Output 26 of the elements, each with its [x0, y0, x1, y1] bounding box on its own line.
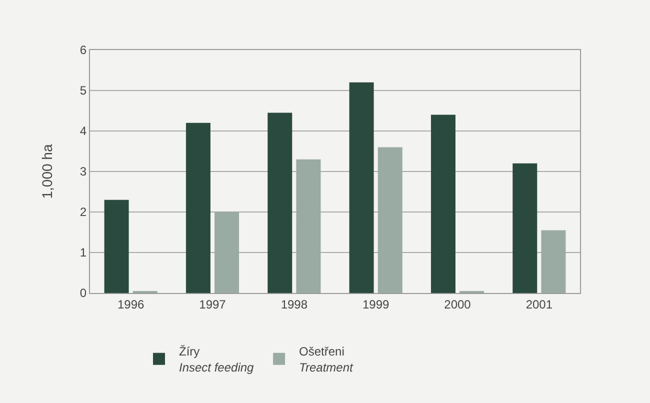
y-tick-label: 1: [80, 246, 87, 260]
bar: [349, 82, 374, 293]
y-tick-label: 3: [80, 164, 87, 179]
bar: [186, 122, 210, 293]
bar: [430, 114, 456, 293]
x-tick-label: 1996: [117, 297, 144, 312]
y-tick-label: 0: [80, 286, 87, 300]
y-axis-title: 1,000 ha: [39, 144, 55, 199]
y-tick-label: 5: [80, 84, 87, 98]
bar: [541, 230, 566, 293]
bar: [378, 147, 402, 293]
x-tick-label: 1997: [199, 297, 226, 312]
x-tick-label: 2001: [526, 297, 553, 312]
x-tick-label: 1998: [280, 297, 308, 312]
bar: [214, 212, 240, 293]
y-tick-label: 6: [80, 43, 87, 58]
legend-label: Žíry Insect feeding: [179, 344, 254, 374]
y-tick-label: 4: [80, 124, 87, 138]
bar: [512, 163, 538, 293]
bar: [268, 112, 292, 293]
x-tick-label: 2000: [444, 297, 472, 312]
legend-label: Ošetřeni Treatment: [299, 344, 354, 374]
x-tick-label: 1999: [362, 297, 390, 312]
bar: [104, 200, 129, 293]
bar: [296, 159, 321, 293]
y-tick-label: 2: [80, 205, 87, 220]
